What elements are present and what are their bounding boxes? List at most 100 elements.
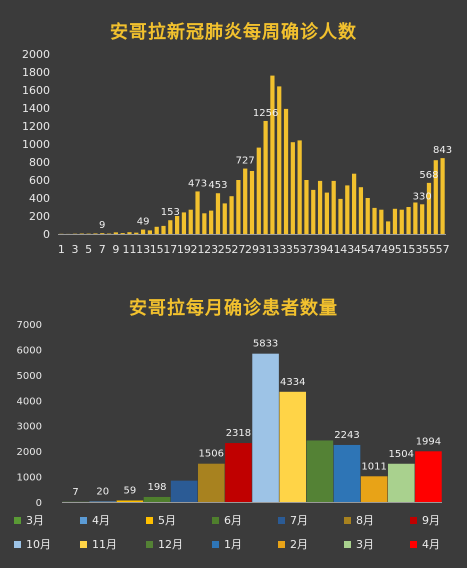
- weekly-x-tick-label: 29: [245, 243, 259, 256]
- weekly-bar: [290, 142, 295, 234]
- weekly-bar: [195, 191, 200, 234]
- monthly-legend-item: 10月: [14, 536, 51, 552]
- weekly-x-tick-label: 21: [191, 243, 205, 256]
- weekly-x-tick-label: 37: [299, 243, 313, 256]
- weekly-y-tick-label: 2000: [22, 48, 50, 61]
- weekly-x-tick-label: 7: [99, 243, 106, 256]
- weekly-bar: [100, 233, 105, 234]
- weekly-bar: [154, 226, 159, 234]
- monthly-data-label: 1506: [199, 449, 224, 460]
- legend-swatch: [278, 540, 285, 548]
- weekly-y-tick-label: 200: [29, 210, 50, 223]
- weekly-bar: [413, 202, 418, 234]
- monthly-data-label: 1504: [389, 449, 414, 460]
- monthly-data-label: 198: [147, 482, 166, 493]
- weekly-bar: [229, 196, 234, 234]
- monthly-y-tick-label: 6000: [17, 345, 42, 356]
- weekly-bar: [93, 233, 98, 235]
- weekly-bar: [120, 233, 125, 234]
- monthly-bar: [360, 476, 388, 502]
- monthly-chart-plot: 0 1000 2000 3000 4000 5000 6000 7000 7 20 59 198 150…: [17, 320, 442, 509]
- legend-label: 3月: [356, 538, 374, 551]
- weekly-y-tick-label: 0: [43, 228, 50, 241]
- legend-label: 2月: [290, 538, 308, 551]
- legend-swatch: [410, 540, 417, 548]
- weekly-bar: [440, 158, 445, 234]
- weekly-bar: [256, 147, 261, 234]
- weekly-bar: [134, 232, 139, 234]
- weekly-data-label: 330: [413, 191, 432, 202]
- weekly-y-tick-label: 400: [29, 192, 50, 205]
- weekly-bar: [331, 180, 336, 234]
- weekly-x-tick-label: 43: [340, 243, 354, 256]
- legend-label: 10月: [26, 538, 51, 551]
- legend-label: 5月: [158, 514, 176, 527]
- weekly-x-tick-label: 27: [231, 243, 245, 256]
- weekly-x-tick-label: 9: [112, 243, 119, 256]
- weekly-bar: [175, 216, 180, 234]
- weekly-data-label: 453: [208, 180, 227, 191]
- weekly-x-tick-label: 19: [177, 243, 191, 256]
- weekly-x-tick-label: 39: [313, 243, 327, 256]
- weekly-y-tick-label: 1000: [22, 138, 50, 151]
- weekly-bar: [317, 180, 323, 234]
- weekly-bar: [345, 185, 350, 234]
- weekly-bar: [181, 212, 187, 234]
- weekly-x-tick-label: 53: [408, 243, 422, 256]
- monthly-legend-item: 3月: [14, 512, 44, 528]
- weekly-x-tick-label: 25: [218, 243, 232, 256]
- monthly-legend-item: 2月: [278, 536, 308, 552]
- monthly-bar: [197, 463, 225, 502]
- weekly-bar: [392, 208, 398, 234]
- weekly-bar: [106, 233, 112, 235]
- weekly-bar: [168, 220, 173, 234]
- weekly-x-tick-label: 13: [136, 243, 150, 256]
- weekly-bar: [140, 229, 146, 234]
- legend-label: 11月: [92, 538, 117, 551]
- monthly-legend-item: 1月: [212, 536, 242, 552]
- monthly-cases-chart: 安哥拉每月确诊患者数量 0 1000 2000 3000 4000 5000 6000 700…: [0, 282, 467, 568]
- monthly-data-label: 20: [96, 486, 109, 497]
- monthly-legend-item: 12月: [146, 536, 183, 552]
- weekly-bar: [215, 193, 221, 234]
- monthly-bar: [116, 500, 144, 502]
- weekly-bar: [324, 192, 329, 234]
- weekly-bar: [338, 198, 343, 234]
- monthly-data-label: 2243: [334, 430, 359, 441]
- weekly-bar: [79, 233, 84, 235]
- monthly-data-label: 4334: [280, 377, 305, 388]
- weekly-y-tick-label: 1400: [22, 102, 50, 115]
- weekly-data-label: 49: [137, 217, 150, 228]
- weekly-cases-chart: 安哥拉新冠肺炎每周确诊人数 0 200 400 600 800 1000 1200 1400 1…: [0, 0, 467, 278]
- monthly-bar: [225, 443, 252, 502]
- weekly-x-tick-label: 15: [150, 243, 164, 256]
- weekly-x-tick-label: 57: [436, 243, 450, 256]
- weekly-x-tick-label: 5: [85, 243, 92, 256]
- weekly-bar: [263, 120, 268, 234]
- weekly-x-tick-label: 47: [368, 243, 382, 256]
- monthly-legend-item: 7月: [278, 512, 308, 528]
- weekly-bar: [433, 160, 438, 234]
- weekly-x-tick-label: 23: [204, 243, 218, 256]
- legend-label: 8月: [356, 514, 374, 527]
- weekly-bar: [304, 180, 309, 234]
- legend-label: 4月: [422, 538, 440, 551]
- monthly-data-label: 1994: [416, 436, 441, 447]
- monthly-y-tick-label: 0: [36, 498, 42, 509]
- weekly-data-label: 1256: [253, 108, 278, 119]
- monthly-bar: [89, 501, 117, 503]
- legend-swatch: [80, 516, 87, 524]
- legend-swatch: [278, 516, 285, 524]
- weekly-bar: [406, 207, 411, 234]
- legend-label: 7月: [290, 514, 308, 527]
- legend-label: 6月: [224, 514, 242, 527]
- weekly-bar: [399, 209, 404, 234]
- weekly-x-tick-label: 45: [354, 243, 368, 256]
- legend-swatch: [344, 516, 351, 524]
- legend-label: 12月: [158, 538, 183, 551]
- weekly-bar: [127, 232, 132, 234]
- weekly-x-tick-label: 35: [286, 243, 300, 256]
- weekly-bar: [236, 180, 241, 234]
- monthly-data-label: 7: [72, 487, 78, 498]
